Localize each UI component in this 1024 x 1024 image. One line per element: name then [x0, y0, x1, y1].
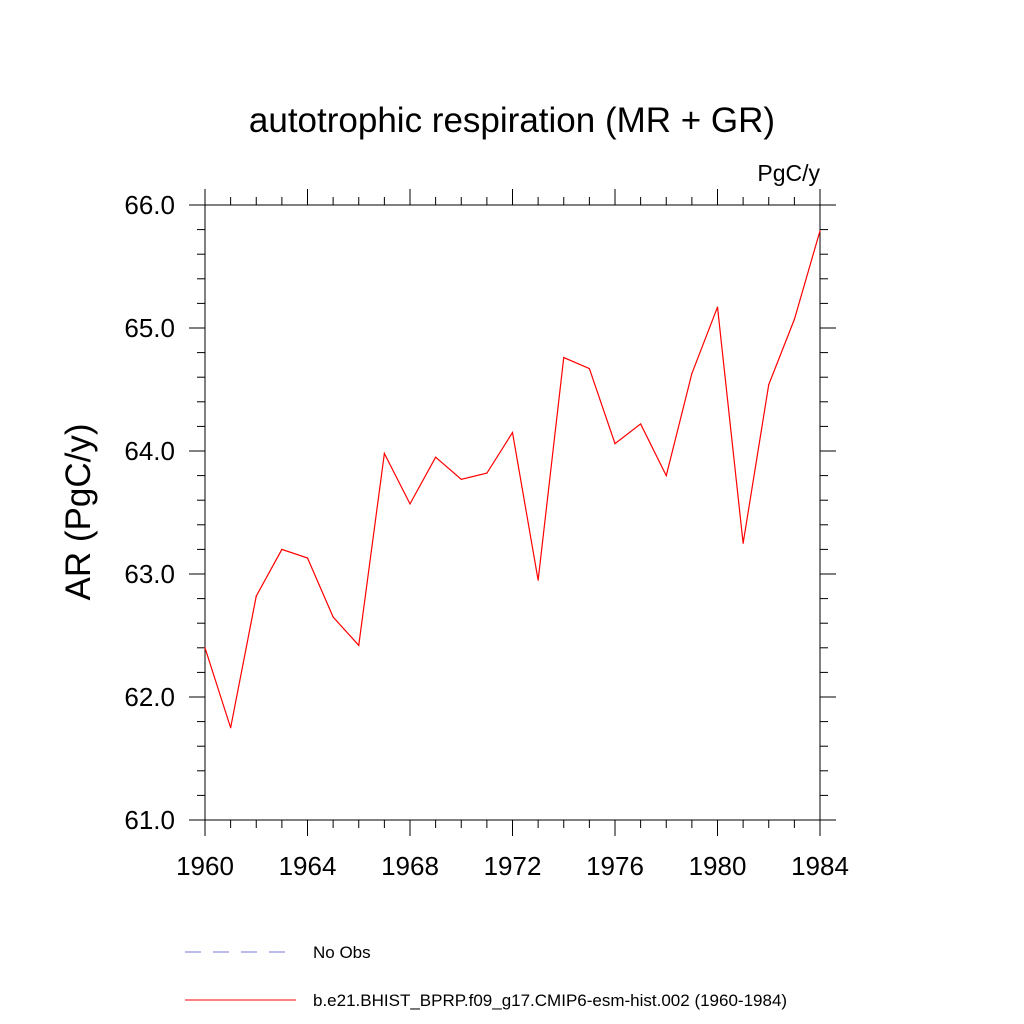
axis-tick-labels: 1960 1964 1968 1972 1976 1980 1984 61.0 62.0 63.0…	[124, 190, 849, 881]
data-point	[614, 443, 616, 445]
data-point	[665, 475, 667, 477]
data-point	[383, 452, 385, 455]
y-tick-label: 61.0	[124, 805, 175, 835]
data-point	[255, 595, 257, 597]
data-point	[742, 542, 744, 544]
x-tick-label: 1972	[484, 851, 542, 881]
legend-label: b.e21.BHIST_BPRP.f09_g17.CMIP6-esm-hist.…	[313, 991, 787, 1010]
x-tick-label: 1964	[279, 851, 337, 881]
data-point	[306, 557, 309, 559]
x-tick-label: 1968	[381, 851, 439, 881]
series-layer	[204, 230, 821, 729]
y-tick-label: 65.0	[124, 313, 175, 343]
data-point	[819, 230, 821, 232]
x-tick-label: 1984	[791, 851, 849, 881]
chart-title: autotrophic respiration (MR + GR)	[249, 101, 775, 140]
data-point	[563, 356, 565, 359]
y-tick-label: 63.0	[124, 559, 175, 589]
data-point	[409, 503, 411, 505]
data-point	[588, 367, 590, 370]
data-point	[537, 579, 539, 581]
x-tick-label: 1980	[689, 851, 747, 881]
y-axis-label: AR (PgC/y)	[59, 424, 98, 601]
data-point	[511, 431, 514, 434]
data-point	[640, 423, 642, 425]
series-line	[204, 230, 821, 728]
x-tick-label: 1976	[586, 851, 644, 881]
data-point	[460, 478, 462, 480]
data-point	[358, 644, 360, 646]
plot-frame	[204, 204, 821, 821]
legend: No Obs b.e21.BHIST_BPRP.f09_g17.CMIP6-esm…	[185, 943, 787, 1010]
data-point	[332, 616, 334, 618]
data-point	[793, 318, 795, 320]
data-point	[486, 472, 488, 474]
axis-ticks	[189, 189, 836, 836]
y-tick-label: 66.0	[124, 190, 175, 220]
x-tick-label: 1960	[176, 851, 234, 881]
data-point	[281, 548, 283, 551]
y-tick-label: 64.0	[124, 436, 175, 466]
data-point	[768, 383, 770, 386]
data-point	[691, 372, 693, 375]
units-label: PgC/y	[757, 160, 820, 186]
data-point	[230, 727, 232, 729]
y-tick-label: 62.0	[124, 682, 175, 712]
data-point	[204, 647, 206, 649]
legend-label: No Obs	[313, 943, 371, 962]
data-point	[435, 456, 437, 458]
data-point	[716, 306, 719, 308]
